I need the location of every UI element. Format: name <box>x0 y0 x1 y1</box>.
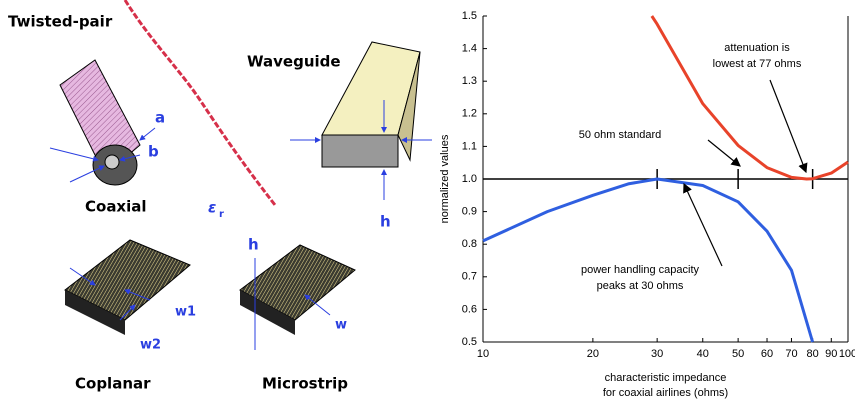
x-tick-label: 60 <box>761 348 773 360</box>
y-tick-label: 1.0 <box>462 173 477 185</box>
x-tick-label: 50 <box>732 348 744 360</box>
figure: Twisted-pair a b Coaxial ε r Waveguide h <box>0 0 855 403</box>
annotation-arrow <box>770 80 806 172</box>
dim-label: w <box>335 318 347 333</box>
y-tick-label: 1.3 <box>462 75 477 87</box>
x-axis-label: for coaxial airlines (ohms) <box>603 387 728 399</box>
microstrip-shape <box>240 245 355 350</box>
label: Coaxial <box>85 198 147 216</box>
x-tick-label: 90 <box>825 348 837 360</box>
twisted-pair-shape <box>125 0 275 205</box>
x-tick-label: 10 <box>477 348 489 360</box>
dim-label: b <box>148 143 159 161</box>
y-tick-label: 0.7 <box>462 271 477 283</box>
y-tick-label: 1.1 <box>462 140 477 152</box>
annotation: peaks at 30 ohms <box>597 280 684 292</box>
dim-label: h <box>248 236 259 254</box>
dim-label: w1 <box>175 305 196 320</box>
dim-label: h <box>380 213 391 231</box>
coplanar-shape <box>65 240 190 335</box>
x-tick-label: 70 <box>785 348 797 360</box>
dim-label: r <box>219 209 224 220</box>
y-tick-label: 1.2 <box>462 108 477 120</box>
y-tick-label: 1.4 <box>462 43 477 55</box>
annotation-arrow <box>684 184 722 266</box>
label: Twisted-pair <box>8 13 113 31</box>
annotation: lowest at 77 ohms <box>713 58 802 70</box>
line-series <box>483 179 813 342</box>
x-tick-label: 80 <box>807 348 819 360</box>
x-tick-label: 40 <box>697 348 709 360</box>
y-tick-label: 0.6 <box>462 303 477 315</box>
x-tick-label: 100 <box>839 348 855 360</box>
label: Coplanar <box>75 375 151 393</box>
x-tick-label: 30 <box>651 348 663 360</box>
y-axis-label: normalized values <box>439 134 451 223</box>
y-tick-label: 0.9 <box>462 206 477 218</box>
dim-label: ε <box>208 199 216 217</box>
line-series <box>652 16 848 179</box>
x-axis-label: characteristic impedance <box>605 372 727 384</box>
annotation: attenuation is <box>724 42 790 54</box>
x-tick-label: 20 <box>587 348 599 360</box>
dim-label: a <box>155 109 165 127</box>
illustration: Twisted-pair a b Coaxial ε r Waveguide h <box>8 0 432 393</box>
annotation: power handling capacity <box>581 264 700 276</box>
y-tick-label: 0.5 <box>462 336 477 348</box>
coax-shape <box>50 60 155 185</box>
annotation: 50 ohm standard <box>579 129 662 141</box>
dim-label: w2 <box>140 338 161 353</box>
y-tick-label: 1.5 <box>462 10 477 22</box>
label: Waveguide <box>247 53 341 71</box>
chart: 0.5 0.6 0.7 0.8 0.9 1.0 1.1 1.2 1.3 1.4 1.5 10 20 30 4… <box>439 10 855 399</box>
label: Microstrip <box>262 375 348 393</box>
y-tick-label: 0.8 <box>462 238 477 250</box>
